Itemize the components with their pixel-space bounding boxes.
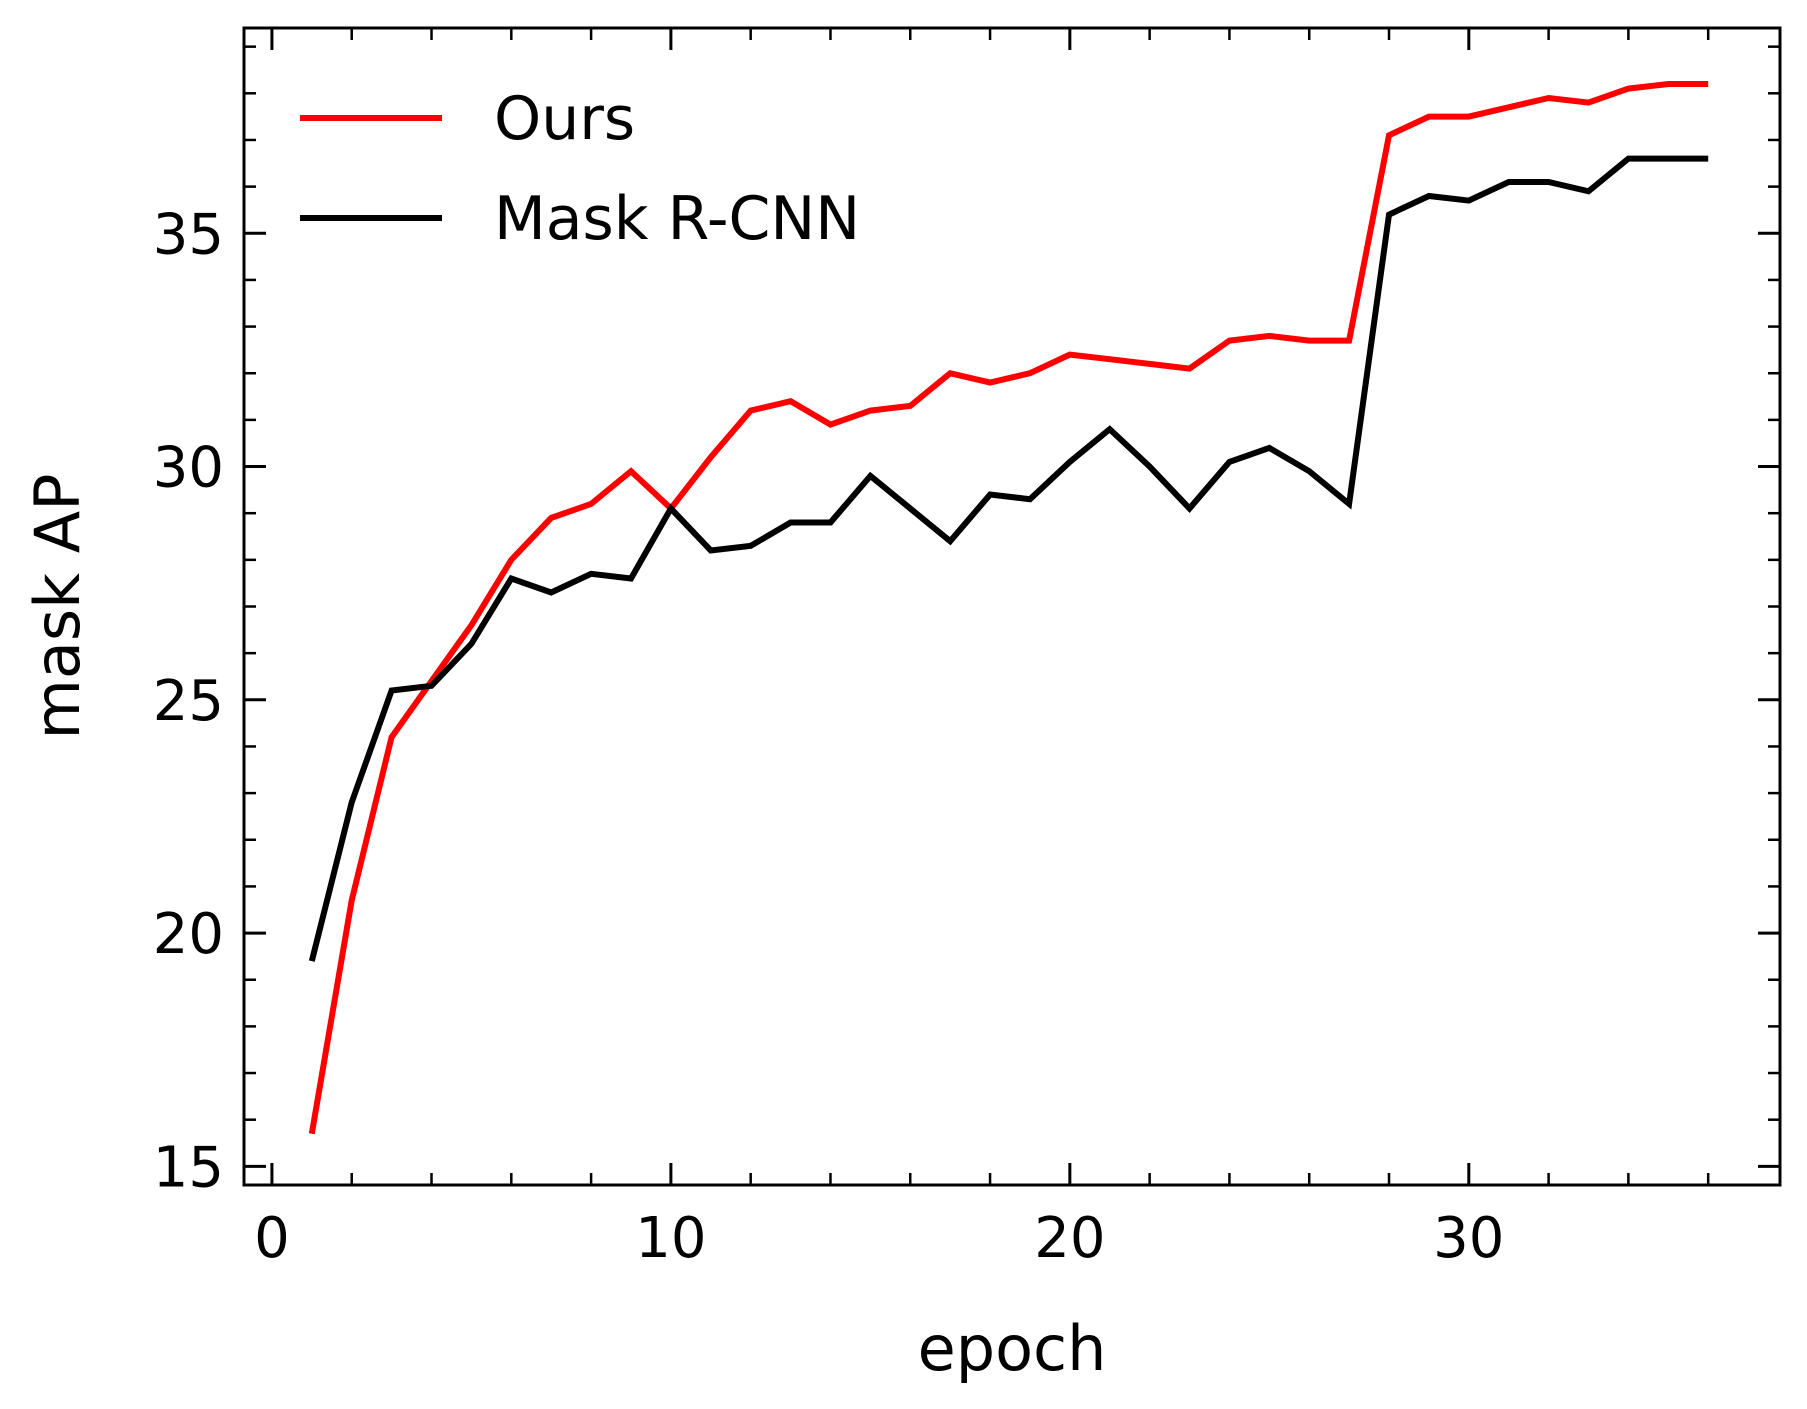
major-ticks [244,28,1780,1185]
y-tick-label: 15 [153,1135,224,1200]
legend-label-ours: Ours [494,84,635,154]
x-tick-label: 10 [635,1206,706,1271]
y-axis-label: mask AP [21,473,94,739]
tick-labels: 0 10 20 30 15 20 25 30 35 [153,202,1505,1271]
x-tick-label: 0 [254,1206,290,1271]
x-tick-label: 20 [1034,1206,1105,1271]
legend: Ours Mask R-CNN [300,84,860,254]
series-lines [308,81,1709,1135]
y-tick-label: 25 [153,669,224,734]
series-line-mask-r-cnn [308,155,1709,962]
x-tick-label: 30 [1433,1206,1504,1271]
minor-ticks [244,28,1780,1185]
series-line-ours [308,81,1709,1135]
y-tick-label: 35 [153,202,224,267]
x-axis-label: epoch [918,1312,1107,1385]
y-tick-label: 30 [153,436,224,501]
legend-label-mask-rcnn: Mask R-CNN [494,184,860,254]
y-tick-label: 20 [153,902,224,967]
plot-frame [242,26,1782,1187]
